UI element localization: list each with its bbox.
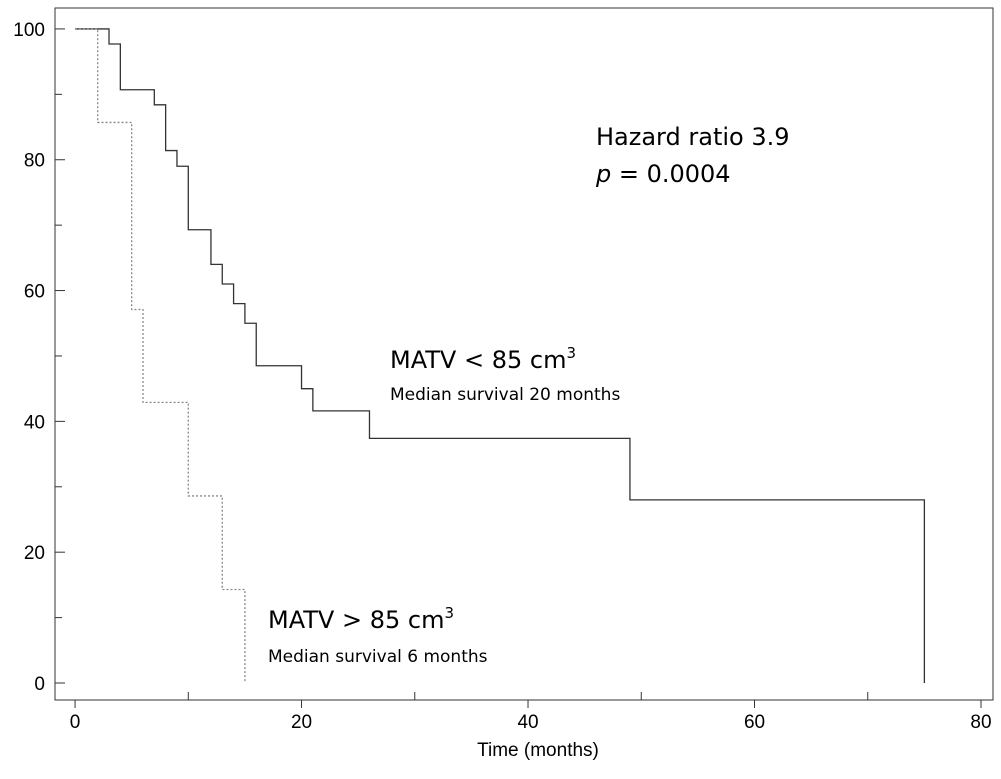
y-tick-label: 40 — [24, 412, 45, 433]
y-tick-label: 80 — [24, 151, 45, 172]
y-tick-label: 0 — [34, 674, 45, 695]
median-label: Median survival 20 months — [390, 385, 620, 405]
y-tick-label: 100 — [13, 20, 45, 41]
superscript: 3 — [444, 604, 454, 622]
x-tick-label: 80 — [970, 712, 991, 733]
group-label: MATV > 85 cm — [268, 606, 444, 634]
group-label: MATV < 85 cm3 — [390, 344, 576, 374]
annotation: p = 0.0004 — [595, 160, 731, 188]
y-tick-label: 60 — [24, 282, 45, 303]
group-label: MATV > 85 cm3 — [268, 604, 454, 634]
survival-curve — [75, 28, 246, 683]
x-axis-title: Time (months) — [477, 740, 599, 761]
survival-curve — [75, 28, 926, 683]
x-tick-label: 40 — [517, 712, 538, 733]
median-label: Median survival 6 months — [268, 647, 488, 667]
x-tick-label: 20 — [291, 712, 312, 733]
y-tick-label: 20 — [24, 543, 45, 564]
annotation: = 0.0004 — [611, 160, 730, 188]
group-label: MATV < 85 cm — [390, 346, 566, 374]
x-tick-label: 0 — [70, 712, 81, 733]
x-tick-label: 60 — [744, 712, 765, 733]
annotation: p — [595, 160, 611, 188]
annotation: Hazard ratio 3.9 — [596, 123, 790, 151]
superscript: 3 — [566, 344, 576, 362]
plot-frame — [54, 7, 994, 701]
